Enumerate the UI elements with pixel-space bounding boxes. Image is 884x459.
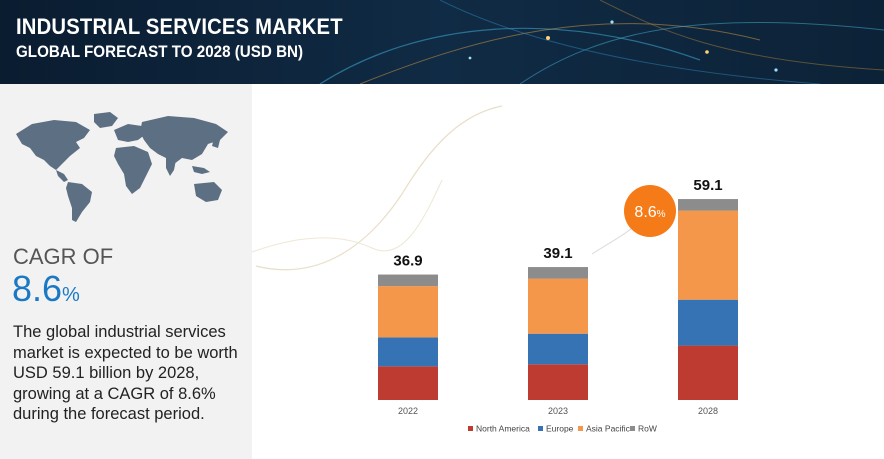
legend-label-north-america: North America [476, 424, 530, 434]
world-map-icon [16, 112, 228, 222]
total-labels-group: 36.9 39.1 59.1 [393, 177, 722, 269]
legend-swatch-row [630, 426, 635, 431]
bar-europe-2023 [528, 333, 588, 365]
x-tick-label-2028: 2028 [698, 406, 718, 416]
legend: North America Europe Asia Pacific RoW [468, 424, 657, 434]
page-subtitle: GLOBAL FORECAST TO 2028 (USD BN) [16, 43, 304, 61]
legend-swatch-north-america [468, 426, 473, 431]
bar-row-2022 [378, 274, 438, 287]
summary-panel: CAGR OF 8.6% The global industrial servi… [0, 84, 252, 459]
cagr-bubble-label: 8.6% [634, 204, 665, 221]
x-tick-label-2023: 2023 [548, 406, 568, 416]
total-label-2028: 59.1 [693, 177, 722, 194]
cagr-bubble-circle [624, 185, 676, 237]
decorative-swoosh-2 [252, 179, 443, 253]
header-banner: INDUSTRIAL SERVICES MARKET GLOBAL FORECA… [0, 0, 884, 84]
cagr-value: 8.6% [12, 268, 80, 310]
bars-group [378, 199, 738, 400]
bar-asia-pacific-2022 [378, 286, 438, 338]
bar-asia-pacific-2028 [678, 210, 738, 300]
cagr-label: CAGR OF [13, 244, 114, 269]
bar-asia-pacific-2023 [528, 278, 588, 334]
legend-label-asia-pacific: Asia Pacific [586, 424, 631, 434]
x-tick-labels-group: 2022 2023 2028 [398, 406, 718, 416]
banner-background [0, 0, 884, 84]
bar-north-america-2023 [528, 364, 588, 400]
page-title: INDUSTRIAL SERVICES MARKET [16, 14, 343, 39]
bar-europe-2022 [378, 337, 438, 367]
stacked-bar-chart: 36.9 39.1 59.1 2022 2023 2028 North America E… [252, 105, 738, 434]
bar-north-america-2022 [378, 366, 438, 400]
market-description: The global industrial services market is… [13, 323, 238, 423]
decorative-swoosh [255, 105, 503, 271]
total-label-2022: 36.9 [393, 253, 422, 270]
x-tick-label-2022: 2022 [398, 406, 418, 416]
cagr-number: 8.6 [12, 268, 63, 309]
bar-europe-2028 [678, 299, 738, 346]
cagr-unit: % [62, 284, 80, 306]
legend-swatch-asia-pacific [578, 426, 583, 431]
bar-north-america-2028 [678, 345, 738, 400]
legend-label-row: RoW [638, 424, 657, 434]
cagr-bubble: 8.6% [591, 185, 676, 255]
legend-swatch-europe [538, 426, 543, 431]
total-label-2023: 39.1 [543, 245, 572, 262]
bar-row-2028 [678, 199, 738, 211]
bar-row-2023 [528, 267, 588, 279]
legend-label-europe: Europe [546, 424, 574, 434]
